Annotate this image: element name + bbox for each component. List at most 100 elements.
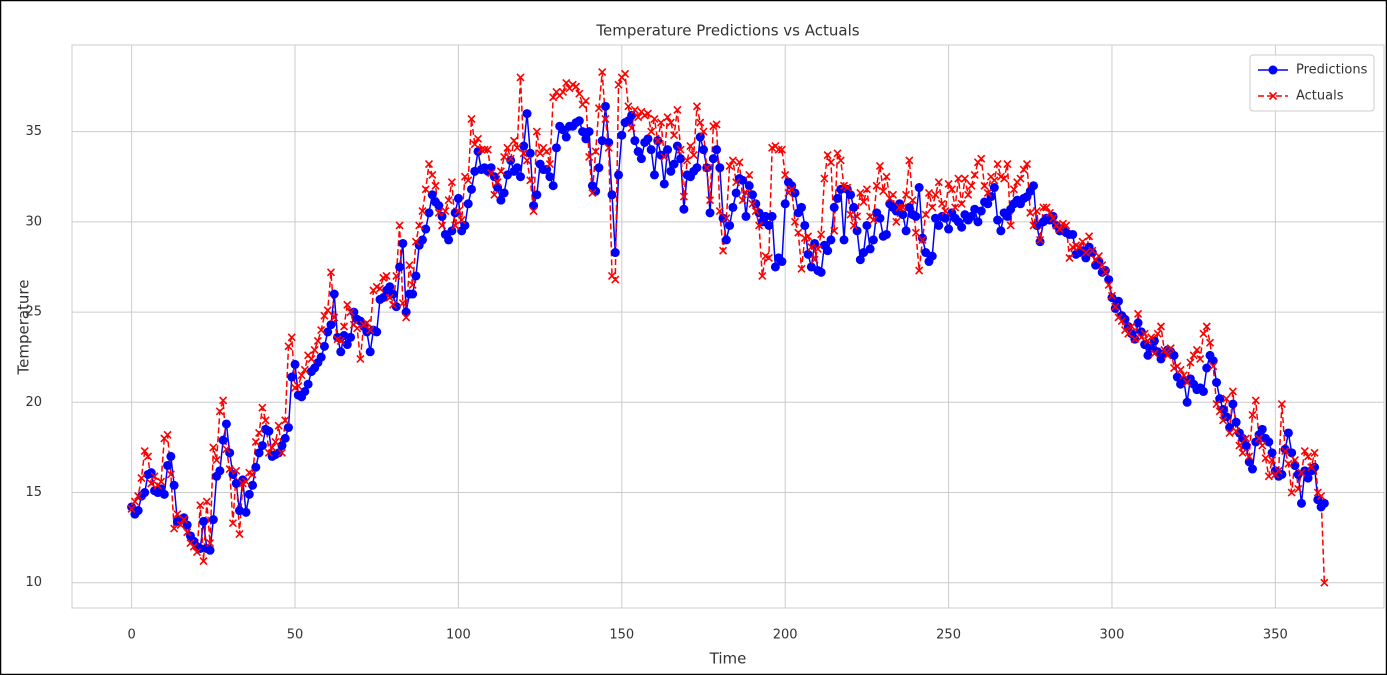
point: [519, 141, 529, 151]
point: [823, 151, 832, 160]
point: [1283, 428, 1293, 438]
point: [636, 154, 646, 164]
point: [336, 347, 346, 357]
point: [862, 220, 872, 230]
point: [921, 210, 930, 219]
point: [398, 238, 408, 248]
point: [1247, 464, 1257, 474]
x-tick-label: 150: [609, 628, 634, 643]
point: [1156, 322, 1166, 331]
point: [820, 174, 829, 183]
point: [385, 293, 394, 302]
chart-title: Temperature Predictions vs Actuals: [595, 22, 859, 40]
point: [451, 221, 460, 230]
point: [1189, 351, 1198, 360]
point: [251, 437, 260, 447]
point: [215, 466, 225, 476]
point: [1101, 268, 1110, 277]
point: [1110, 303, 1120, 313]
point: [342, 340, 352, 350]
point: [1268, 455, 1277, 465]
point: [712, 120, 721, 129]
point: [1078, 237, 1087, 246]
point: [212, 455, 221, 465]
point: [905, 156, 914, 165]
point: [670, 131, 679, 140]
point: [575, 89, 584, 98]
point: [163, 430, 172, 439]
point: [258, 403, 267, 412]
point: [761, 211, 771, 221]
point: [823, 246, 833, 256]
point: [621, 69, 630, 78]
point: [574, 116, 584, 126]
point: [519, 149, 528, 158]
point: [1310, 448, 1319, 457]
point: [728, 202, 738, 212]
point: [813, 244, 822, 253]
point: [402, 313, 411, 322]
point: [849, 202, 859, 212]
point: [542, 165, 552, 175]
point: [944, 179, 953, 189]
point: [633, 146, 643, 156]
point: [1049, 214, 1058, 223]
point: [1290, 455, 1300, 465]
point: [797, 202, 807, 212]
legend: Predictions Actuals: [1249, 54, 1375, 112]
point: [169, 480, 179, 490]
point: [532, 190, 542, 200]
point: [1264, 437, 1274, 447]
point: [686, 141, 695, 151]
point: [1166, 344, 1175, 353]
x-axis-label: Time: [709, 650, 747, 668]
point: [656, 118, 666, 127]
point: [990, 176, 999, 185]
point: [209, 443, 218, 452]
point: [1287, 488, 1296, 497]
point: [509, 136, 519, 145]
point: [1303, 473, 1313, 483]
point: [594, 104, 603, 113]
point: [173, 510, 182, 519]
point: [591, 186, 601, 196]
point: [767, 211, 777, 221]
point: [323, 327, 333, 337]
point: [928, 203, 937, 212]
point: [365, 347, 375, 357]
point: [660, 152, 669, 161]
point: [356, 354, 365, 364]
point: [1032, 206, 1041, 216]
point: [196, 501, 205, 510]
point: [1117, 317, 1126, 326]
point: [561, 132, 571, 142]
point: [1228, 387, 1237, 396]
point: [261, 416, 270, 425]
point: [287, 333, 296, 342]
point: [512, 163, 522, 173]
point: [496, 195, 506, 205]
point: [268, 443, 277, 452]
point: [741, 188, 751, 198]
point: [705, 196, 715, 205]
point: [1307, 463, 1316, 472]
point: [735, 158, 744, 167]
point: [1169, 350, 1179, 360]
point: [457, 215, 466, 225]
point: [859, 197, 868, 207]
point: [748, 199, 757, 208]
point: [208, 515, 218, 525]
point: [1111, 302, 1120, 311]
point: [751, 199, 761, 209]
point: [421, 224, 431, 234]
point: [914, 183, 924, 193]
point: [307, 354, 316, 364]
point: [1319, 498, 1329, 508]
point: [405, 261, 414, 270]
point: [339, 322, 349, 331]
point: [653, 136, 662, 145]
point: [1045, 208, 1054, 217]
point: [843, 183, 852, 192]
point: [1016, 174, 1025, 183]
point: [182, 520, 192, 530]
